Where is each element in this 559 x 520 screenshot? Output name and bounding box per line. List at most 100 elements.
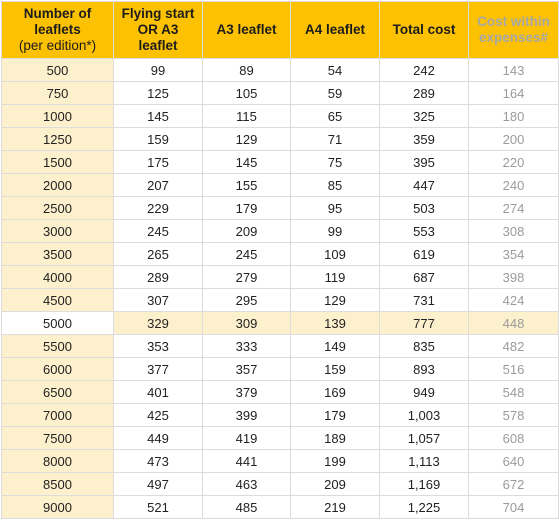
table-row: 1500 175 145 75 395 220	[1, 150, 559, 174]
cell-flying-start-or-a3: 125	[113, 81, 203, 105]
cell-a3-leaflet: 279	[202, 265, 291, 289]
cell-a3-leaflet: 309	[202, 311, 291, 335]
table-row: 500 99 89 54 242 143	[1, 58, 559, 82]
cell-cost-within-expenses: 180	[468, 104, 559, 128]
cell-cost-within-expenses: 482	[468, 334, 559, 358]
cell-number-of-leaflets: 8000	[1, 449, 114, 473]
cell-total-cost: 687	[379, 265, 469, 289]
column-header-total-cost: Total cost	[379, 1, 469, 59]
cell-total-cost: 949	[379, 380, 469, 404]
header-line: OR A3	[137, 22, 179, 37]
cell-flying-start-or-a3: 449	[113, 426, 203, 450]
cell-a4-leaflet: 209	[290, 472, 380, 496]
cell-a3-leaflet: 399	[202, 403, 291, 427]
cell-a4-leaflet: 85	[290, 173, 380, 197]
table-row: 750 125 105 59 289 164	[1, 81, 559, 105]
cell-a3-leaflet: 89	[202, 58, 291, 82]
header-line: Cost within	[477, 14, 550, 29]
table-row: 8000 473 441 199 1,113 640	[1, 449, 559, 473]
cell-number-of-leaflets: 5500	[1, 334, 114, 358]
cell-number-of-leaflets: 9000	[1, 495, 114, 519]
table-row: 6000 377 357 159 893 516	[1, 357, 559, 381]
cell-a4-leaflet: 54	[290, 58, 380, 82]
table-row: 1000 145 115 65 325 180	[1, 104, 559, 128]
cell-total-cost: 242	[379, 58, 469, 82]
cell-flying-start-or-a3: 377	[113, 357, 203, 381]
cell-a3-leaflet: 245	[202, 242, 291, 266]
cell-a4-leaflet: 95	[290, 196, 380, 220]
cell-a4-leaflet: 65	[290, 104, 380, 128]
cell-a3-leaflet: 441	[202, 449, 291, 473]
cell-total-cost: 325	[379, 104, 469, 128]
cell-a3-leaflet: 295	[202, 288, 291, 312]
cell-total-cost: 835	[379, 334, 469, 358]
column-header-cost-within-expenses: Cost within expenses#	[468, 1, 559, 59]
cell-total-cost: 893	[379, 357, 469, 381]
cell-flying-start-or-a3: 353	[113, 334, 203, 358]
cell-total-cost: 1,003	[379, 403, 469, 427]
table-row: 4000 289 279 119 687 398	[1, 265, 559, 289]
cell-flying-start-or-a3: 207	[113, 173, 203, 197]
cell-number-of-leaflets: 7500	[1, 426, 114, 450]
cell-a3-leaflet: 463	[202, 472, 291, 496]
column-header-number-of-leaflets: Number of leaflets (per edition*)	[1, 1, 114, 59]
cell-a3-leaflet: 357	[202, 357, 291, 381]
table-row: 9000 521 485 219 1,225 704	[1, 495, 559, 519]
header-line: A3 leaflet	[216, 22, 277, 37]
cell-cost-within-expenses: 448	[468, 311, 559, 335]
header-line: Total cost	[392, 22, 456, 37]
cell-cost-within-expenses: 200	[468, 127, 559, 151]
cell-a4-leaflet: 199	[290, 449, 380, 473]
cell-cost-within-expenses: 578	[468, 403, 559, 427]
cell-cost-within-expenses: 354	[468, 242, 559, 266]
cell-cost-within-expenses: 143	[468, 58, 559, 82]
cell-flying-start-or-a3: 289	[113, 265, 203, 289]
cell-a4-leaflet: 109	[290, 242, 380, 266]
table-row: 1250 159 129 71 359 200	[1, 127, 559, 151]
header-line: (per edition*)	[18, 38, 97, 53]
cell-flying-start-or-a3: 473	[113, 449, 203, 473]
table-row: 7500 449 419 189 1,057 608	[1, 426, 559, 450]
cell-number-of-leaflets: 6000	[1, 357, 114, 381]
cell-a4-leaflet: 99	[290, 219, 380, 243]
cell-number-of-leaflets: 7000	[1, 403, 114, 427]
cell-total-cost: 553	[379, 219, 469, 243]
cell-flying-start-or-a3: 175	[113, 150, 203, 174]
cell-total-cost: 1,113	[379, 449, 469, 473]
cell-number-of-leaflets: 1250	[1, 127, 114, 151]
cell-number-of-leaflets: 500	[1, 58, 114, 82]
cell-number-of-leaflets: 750	[1, 81, 114, 105]
cell-number-of-leaflets: 2000	[1, 173, 114, 197]
cell-flying-start-or-a3: 265	[113, 242, 203, 266]
header-line: expenses#	[478, 30, 549, 45]
cell-cost-within-expenses: 308	[468, 219, 559, 243]
cell-cost-within-expenses: 548	[468, 380, 559, 404]
cell-a4-leaflet: 139	[290, 311, 380, 335]
cell-flying-start-or-a3: 401	[113, 380, 203, 404]
cell-cost-within-expenses: 240	[468, 173, 559, 197]
cell-flying-start-or-a3: 425	[113, 403, 203, 427]
cell-cost-within-expenses: 274	[468, 196, 559, 220]
cell-cost-within-expenses: 640	[468, 449, 559, 473]
cell-total-cost: 395	[379, 150, 469, 174]
cell-total-cost: 777	[379, 311, 469, 335]
table-row: 4500 307 295 129 731 424	[1, 288, 559, 312]
cell-a3-leaflet: 209	[202, 219, 291, 243]
cell-number-of-leaflets: 1500	[1, 150, 114, 174]
cell-cost-within-expenses: 424	[468, 288, 559, 312]
cell-total-cost: 447	[379, 173, 469, 197]
cell-total-cost: 619	[379, 242, 469, 266]
header-line: leaflet	[138, 38, 178, 53]
cell-total-cost: 1,057	[379, 426, 469, 450]
cell-flying-start-or-a3: 329	[113, 311, 203, 335]
cell-number-of-leaflets: 8500	[1, 472, 114, 496]
cell-a4-leaflet: 169	[290, 380, 380, 404]
header-line: A4 leaflet	[304, 22, 366, 37]
cell-a4-leaflet: 75	[290, 150, 380, 174]
column-header-a4-leaflet: A4 leaflet	[290, 1, 380, 59]
table-row: 8500 497 463 209 1,169 672	[1, 472, 559, 496]
cell-number-of-leaflets: 5000	[1, 311, 114, 335]
table-row: 2000 207 155 85 447 240	[1, 173, 559, 197]
header-row: Number of leaflets (per edition*) Flying st…	[1, 1, 559, 59]
